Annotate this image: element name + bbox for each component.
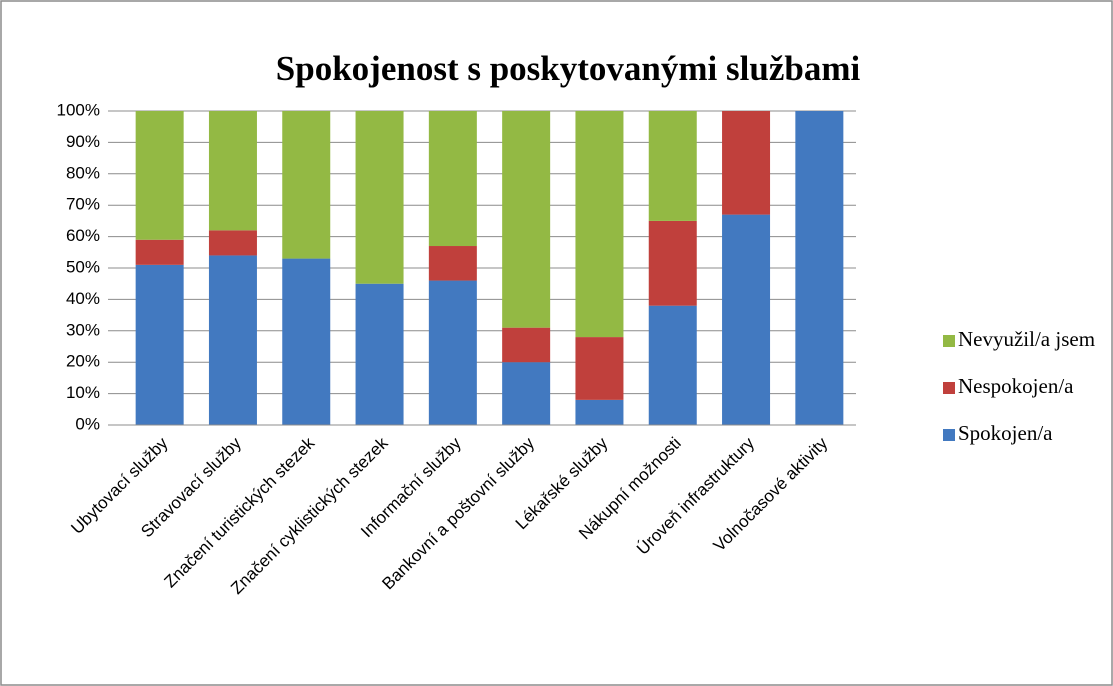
legend-swatch: [943, 429, 955, 441]
bar-segment: [282, 258, 331, 425]
y-tick-label: 30%: [66, 320, 100, 339]
bar-segment: [208, 255, 257, 425]
bar-segment: [502, 111, 551, 328]
bar-segment: [575, 111, 624, 338]
bar-segment: [355, 111, 404, 284]
legend-swatch: [943, 335, 955, 347]
y-tick-label: 100%: [57, 100, 100, 119]
bar-segment: [648, 220, 697, 306]
bar-segment: [135, 111, 184, 240]
bar-segment: [135, 264, 184, 425]
y-tick-label: 90%: [66, 132, 100, 151]
y-tick-label: 40%: [66, 289, 100, 308]
bar-segment: [502, 362, 551, 425]
y-tick-label: 20%: [66, 352, 100, 371]
bar-segment: [282, 111, 331, 259]
bar-segment: [208, 230, 257, 256]
bar-segment: [575, 399, 624, 425]
bar-segment: [648, 111, 697, 221]
y-tick-label: 10%: [66, 383, 100, 402]
y-tick-label: 0%: [75, 414, 100, 433]
bar-segment: [722, 111, 771, 215]
y-tick-label: 80%: [66, 163, 100, 182]
bar-segment: [208, 111, 257, 231]
y-tick-label: 50%: [66, 257, 100, 276]
bar-segment: [428, 246, 477, 281]
bar-segment: [722, 214, 771, 425]
legend-label: Spokojen/a: [958, 421, 1053, 445]
bar-segment: [428, 111, 477, 247]
bar-segment: [575, 337, 624, 400]
chart-title: Spokojenost s poskytovanými službami: [276, 49, 861, 88]
bar-segment: [795, 111, 844, 425]
legend-swatch: [943, 382, 955, 394]
bar-segment: [135, 239, 184, 265]
legend-label: Nevyužil/a jsem: [958, 327, 1095, 351]
bar-segment: [648, 305, 697, 425]
legend-label: Nespokojen/a: [958, 374, 1074, 398]
y-tick-label: 60%: [66, 226, 100, 245]
bar-segment: [502, 327, 551, 363]
y-tick-label: 70%: [66, 195, 100, 214]
bar-segment: [428, 280, 477, 425]
bar-segment: [355, 283, 404, 425]
